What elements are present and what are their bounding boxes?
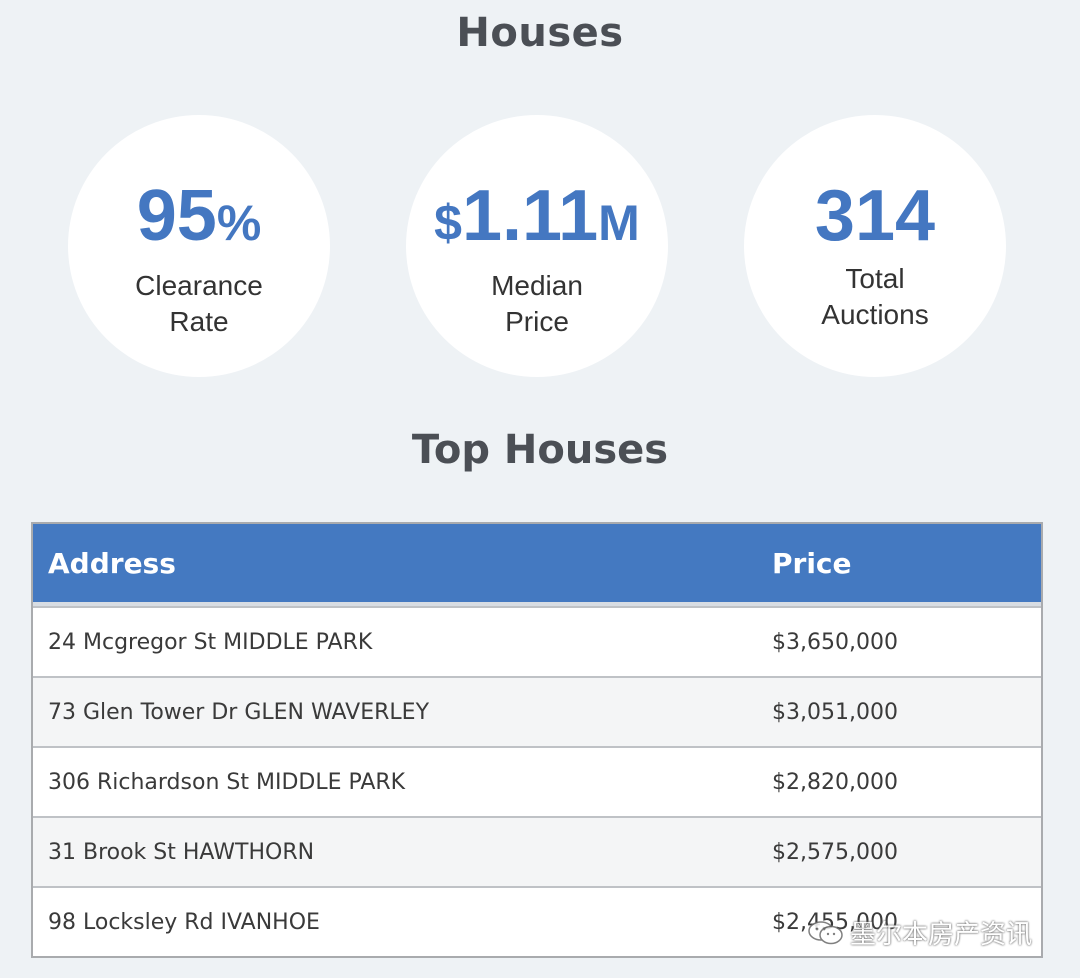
wechat-icon [808, 920, 844, 946]
address-cell: 24 Mcgregor St MIDDLE PARK [48, 629, 373, 655]
watermark: 墨尔本房产资讯 [808, 914, 1032, 951]
table-header: Address Price [33, 524, 1041, 606]
address-cell: 73 Glen Tower Dr GLEN WAVERLEY [48, 699, 430, 725]
address-column-header: Address [48, 546, 176, 580]
price-cell: $3,650,000 [772, 629, 898, 655]
clearance-rate-stat: 95% Clearance Rate [68, 115, 330, 377]
watermark-text: 墨尔本房产资讯 [850, 920, 1033, 950]
total-auctions-label: Total Auctions [821, 263, 929, 330]
price-cell: $2,820,000 [772, 769, 898, 795]
top-houses-title: Top Houses [411, 427, 669, 473]
address-cell: 306 Richardson St MIDDLE PARK [48, 769, 406, 795]
total-auctions-stat: 314 Total Auctions [744, 115, 1006, 377]
clearance-rate-value: 95% [136, 176, 262, 256]
price-cell: $2,575,000 [772, 839, 898, 865]
median-price-stat: $1.11M Median Price [406, 115, 668, 377]
address-cell: 31 Brook St HAWTHORN [48, 839, 315, 865]
price-column-header: Price [772, 546, 852, 580]
table-row: 24 Mcgregor St MIDDLE PARK $3,650,000 [33, 606, 1041, 676]
median-price-label: Median Price [491, 270, 583, 337]
clearance-rate-label: Clearance Rate [135, 270, 263, 337]
total-auctions-value: 314 [814, 176, 936, 256]
median-price-value: $1.11M [434, 176, 640, 256]
table-row: 306 Richardson St MIDDLE PARK $2,820,000 [33, 746, 1041, 816]
table-row: 73 Glen Tower Dr GLEN WAVERLEY $3,051,00… [33, 676, 1041, 746]
table-row: 31 Brook St HAWTHORN $2,575,000 [33, 816, 1041, 886]
page-title: Houses [456, 10, 624, 56]
address-cell: 98 Locksley Rd IVANHOE [48, 909, 320, 935]
price-cell: $3,051,000 [772, 699, 898, 725]
top-houses-table: Address Price 24 Mcgregor St MIDDLE PARK… [31, 522, 1043, 958]
